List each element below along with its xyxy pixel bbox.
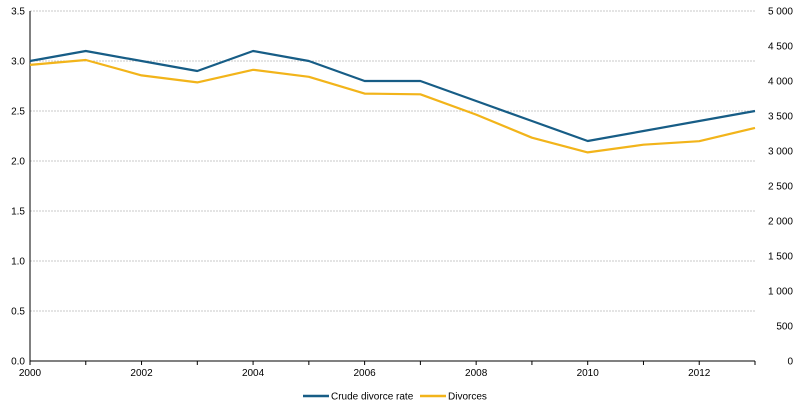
y-left-tick-label: 1.5 (11, 207, 25, 218)
y-left-tick-label: 2.5 (11, 107, 25, 118)
y-right-tick-label: 4 500 (768, 42, 793, 53)
y-right-tick-label: 5 000 (768, 7, 793, 18)
legend: Crude divorce rate Divorces (303, 392, 487, 403)
x-tick-label: 2004 (242, 368, 265, 379)
axes (29, 11, 756, 365)
series-line-crude-divorce-rate (29, 49, 756, 143)
y-right-tick-label: 4 000 (768, 77, 793, 88)
y-right-tick-label: 500 (776, 322, 793, 333)
y-right-tick-label: 1 500 (768, 252, 793, 263)
y-right-tick-label: 2 000 (768, 217, 793, 228)
series-lines (29, 49, 756, 154)
y-right-tick-label: 2 500 (768, 182, 793, 193)
y-left-tick-label: 3.0 (11, 57, 25, 68)
y-axis-right-labels: 0 500 1 000 1 500 2 000 2 500 3 000 3 500 4 000 4… (768, 7, 793, 368)
gridlines (30, 10, 755, 312)
x-axis-labels: 2000 2002 2004 2006 2008 2010 2012 (19, 368, 711, 379)
y-axis-left-labels: 0.0 0.5 1.0 1.5 2.0 2.5 3.0 3.5 (11, 7, 25, 368)
x-tick-label: 2000 (19, 368, 42, 379)
x-tick-label: 2006 (353, 368, 376, 379)
y-left-tick-label: 1.0 (11, 257, 25, 268)
x-tick-label: 2012 (688, 368, 711, 379)
y-right-tick-label: 3 500 (768, 112, 793, 123)
y-left-tick-label: 0.0 (11, 357, 25, 368)
x-tick-label: 2008 (465, 368, 488, 379)
y-right-tick-label: 0 (787, 357, 793, 368)
y-left-tick-label: 3.5 (11, 7, 25, 18)
legend-label-crude-divorce-rate: Crude divorce rate (331, 392, 414, 403)
y-left-tick-label: 0.5 (11, 307, 25, 318)
x-tick-label: 2010 (577, 368, 600, 379)
y-right-tick-label: 3 000 (768, 147, 793, 158)
y-left-tick-label: 2.0 (11, 157, 25, 168)
legend-label-divorces: Divorces (448, 392, 487, 403)
series-line-divorces (29, 58, 756, 154)
x-tick-label: 2002 (130, 368, 153, 379)
y-right-tick-label: 1 000 (768, 287, 793, 298)
